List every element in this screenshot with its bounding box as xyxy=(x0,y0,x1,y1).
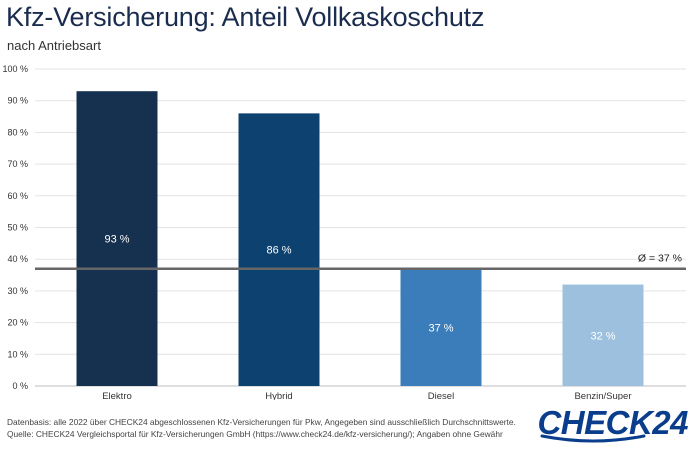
chart-subtitle: nach Antriebsart xyxy=(7,38,101,53)
x-tick-label: Diesel xyxy=(428,391,454,400)
bar xyxy=(400,268,482,386)
x-tick-label: Benzin/Super xyxy=(574,391,631,400)
footer-source: Quelle: CHECK24 Vergleichsportal für Kfz… xyxy=(7,428,503,439)
y-tick-label: 100 % xyxy=(2,64,28,74)
y-tick-label: 90 % xyxy=(7,96,28,106)
bar xyxy=(76,91,158,386)
check24-logo: CHECK24 xyxy=(537,404,688,444)
x-tick-label: Hybrid xyxy=(265,391,292,400)
y-tick-label: 10 % xyxy=(7,349,28,359)
chart-footer: Datenbasis: alle 2022 über CHECK24 abges… xyxy=(7,417,516,440)
y-tick-label: 0 % xyxy=(12,381,28,391)
bar xyxy=(562,284,644,386)
x-tick-label: Elektro xyxy=(102,391,132,400)
y-tick-label: 50 % xyxy=(7,223,28,233)
bar xyxy=(238,113,320,386)
y-tick-label: 80 % xyxy=(7,127,28,137)
y-tick-label: 30 % xyxy=(7,286,28,296)
y-tick-label: 40 % xyxy=(7,254,28,264)
y-tick-label: 60 % xyxy=(7,191,28,201)
average-label: Ø = 37 % xyxy=(638,253,682,265)
bar-value-label: 93 % xyxy=(104,234,129,246)
chart-title: Kfz-Versicherung: Anteil Vollkaskoschutz xyxy=(6,2,485,32)
footer-data-basis: Datenbasis: alle 2022 über CHECK24 abges… xyxy=(7,417,516,427)
bar-value-label: 32 % xyxy=(590,330,615,342)
bar-chart: 0 % 10 % 20 % 30 % 40 % 50 % 60 % 70 % 80 % 90 % 1… xyxy=(2,64,686,400)
logo-swoosh-icon xyxy=(540,434,646,443)
bar-value-label: 37 % xyxy=(428,322,453,334)
logo-text: CHECK24 xyxy=(537,404,688,441)
y-tick-label: 20 % xyxy=(7,318,28,328)
y-tick-label: 70 % xyxy=(7,159,28,169)
bar-value-label: 86 % xyxy=(266,245,291,257)
